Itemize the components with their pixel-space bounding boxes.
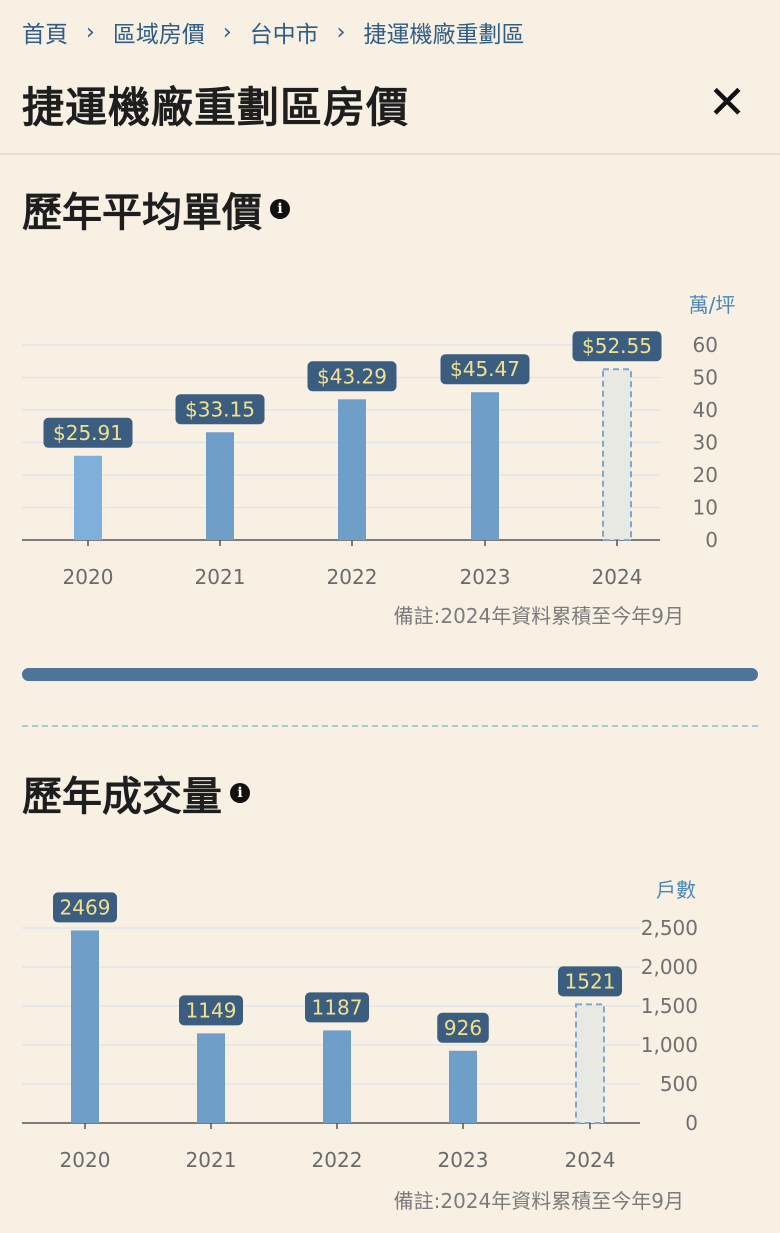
chart-bar <box>206 432 234 540</box>
data-label-badge <box>53 892 117 923</box>
data-label: $52.55 <box>582 334 652 358</box>
y-tick-label: 1,000 <box>641 1033 698 1057</box>
chevron-right-icon: › <box>86 19 95 45</box>
data-label-badge <box>558 966 622 997</box>
data-label-badge <box>440 354 530 385</box>
data-label-badge <box>437 1012 489 1043</box>
breadcrumb-item-city[interactable]: 台中市 <box>249 22 319 48</box>
y-axis-unit-label: 萬/坪 <box>689 293 736 317</box>
price-chart-note: 備註:2024年資料累積至今年9月 <box>393 604 684 628</box>
info-icon[interactable]: i <box>230 783 250 803</box>
data-label: $33.15 <box>185 397 255 421</box>
breadcrumb: 首頁 › 區域房價 › 台中市 › 捷運機廠重劃區 <box>22 14 524 50</box>
page-title: 捷運機廠重劃區房價 <box>22 83 410 132</box>
volume-chart-svg: 0 500 1,000 1,500 2,000 2,500 戶數 2469 2020 1149 20… <box>22 878 698 1172</box>
chevron-right-icon: › <box>336 19 346 45</box>
chart-bar <box>74 455 102 540</box>
data-label: 1187 <box>312 995 363 1019</box>
y-tick-label: 50 <box>693 366 718 390</box>
y-tick-label: 60 <box>693 333 718 357</box>
y-tick-label: 20 <box>693 463 718 487</box>
data-label: 2469 <box>60 895 111 919</box>
breadcrumb-item-district[interactable]: 捷運機廠重劃區 <box>363 22 525 48</box>
x-tick-label: 2024 <box>592 565 643 589</box>
data-label-badge <box>307 361 397 392</box>
volume-section-title-text: 歷年成交量 <box>22 774 222 820</box>
breadcrumb-item-home[interactable]: 首頁 <box>22 22 68 48</box>
chart-bar <box>602 368 632 542</box>
x-tick-label: 2024 <box>565 1148 616 1172</box>
y-tick-label: 2,000 <box>641 955 698 979</box>
volume-chart-note: 備註:2024年資料累積至今年9月 <box>393 1189 684 1213</box>
y-tick-label: 10 <box>693 496 718 520</box>
chart-bar <box>449 1050 477 1123</box>
y-tick-label: 500 <box>660 1072 698 1096</box>
chart-bar <box>338 399 366 540</box>
data-label-badge <box>572 331 662 362</box>
x-tick-label: 2023 <box>438 1148 489 1172</box>
price-chart: 0 10 20 30 40 50 60 萬/坪 $25.91 2020 $33.15 2021 $43.… <box>0 280 780 600</box>
x-tick-label: 2022 <box>327 565 378 589</box>
x-tick-label: 2021 <box>186 1148 237 1172</box>
close-icon[interactable]: ✕ <box>707 75 747 129</box>
x-tick-label: 2023 <box>460 565 511 589</box>
chevron-right-icon: › <box>222 19 232 45</box>
data-label-badge <box>43 417 133 448</box>
data-label: $43.29 <box>317 364 387 388</box>
chart-bar <box>71 930 99 1123</box>
data-label: $25.91 <box>53 421 123 445</box>
data-label: 926 <box>444 1016 482 1040</box>
volume-section-title: 歷年成交量 i <box>22 764 250 822</box>
x-tick-label: 2021 <box>195 565 246 589</box>
y-tick-label: 2,500 <box>641 916 698 940</box>
chart-bar <box>575 1003 605 1124</box>
chart-bar <box>323 1030 351 1123</box>
y-tick-label: 0 <box>705 528 718 552</box>
y-tick-label: 30 <box>693 431 718 455</box>
data-label: $45.47 <box>450 357 520 381</box>
data-label: 1149 <box>186 998 237 1022</box>
y-axis-unit-label: 戶數 <box>656 878 696 902</box>
y-tick-label: 40 <box>693 398 718 422</box>
data-label-badge <box>175 394 265 425</box>
volume-chart: 0 500 1,000 1,500 2,000 2,500 戶數 2469 2020 1149 20… <box>0 865 780 1185</box>
x-tick-label: 2022 <box>312 1148 363 1172</box>
header-divider <box>0 153 780 155</box>
data-label-badge <box>179 995 243 1026</box>
breadcrumb-item-region-prices[interactable]: 區域房價 <box>112 22 205 48</box>
price-section-title-text: 歷年平均單價 <box>22 190 262 236</box>
chart-bar <box>471 392 499 540</box>
data-label-badge <box>305 992 369 1023</box>
price-section-title: 歷年平均單價 i <box>22 180 290 238</box>
horizontal-scrollbar[interactable] <box>22 668 758 681</box>
chart-bar <box>197 1033 225 1123</box>
x-tick-label: 2020 <box>63 565 114 589</box>
y-tick-label: 0 <box>685 1111 698 1135</box>
x-tick-label: 2020 <box>60 1148 111 1172</box>
y-tick-label: 1,500 <box>641 994 698 1018</box>
section-divider <box>22 725 758 727</box>
price-chart-svg: 0 10 20 30 40 50 60 萬/坪 $25.91 2020 $33.15 2021 $43.… <box>22 293 736 589</box>
data-label: 1521 <box>565 969 616 993</box>
info-icon[interactable]: i <box>270 199 290 219</box>
